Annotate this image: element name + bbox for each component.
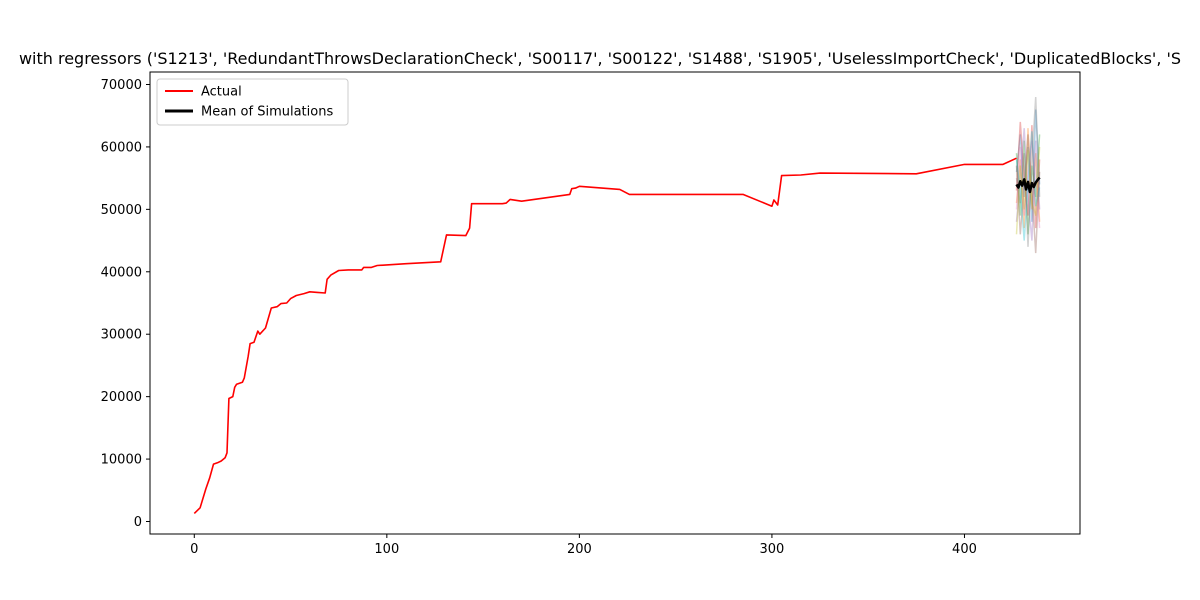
series-line-actual — [193, 157, 1017, 514]
x-tick-label-300: 300 — [760, 542, 785, 557]
series-layer — [193, 157, 1041, 514]
simulation-path-1 — [1015, 109, 1041, 222]
y-tick-label-40000: 40000 — [101, 265, 142, 280]
simulation-path-2 — [1015, 128, 1041, 229]
x-axis: 0 100 200 300 400 — [190, 534, 977, 557]
y-tick-label-10000: 10000 — [101, 453, 142, 468]
chart-title: with regressors ('S1213', 'RedundantThro… — [19, 49, 1181, 68]
y-tick-label-30000: 30000 — [101, 328, 142, 343]
legend: Actual Mean of Simulations — [156, 78, 349, 126]
y-axis: 0 10000 20000 30000 40000 50000 60000 70000 — [101, 78, 150, 530]
series-line-mean-of-simulations — [1015, 176, 1041, 194]
x-tick-label-400: 400 — [952, 542, 977, 557]
y-tick-label-60000: 60000 — [101, 140, 142, 155]
legend-box — [156, 78, 349, 126]
x-tick-label-200: 200 — [567, 542, 592, 557]
y-tick-label-50000: 50000 — [101, 203, 142, 218]
simulation-path-9 — [1015, 146, 1041, 235]
legend-label-actual: Actual — [201, 85, 242, 100]
plot-frame — [149, 71, 1081, 535]
simulation-path-5 — [1015, 128, 1041, 241]
x-tick-label-100: 100 — [374, 542, 399, 557]
legend-label-mean-of-simulations: Mean of Simulations — [201, 105, 333, 120]
y-tick-label-0: 0 — [134, 515, 142, 530]
simulation-path-7 — [1015, 140, 1041, 229]
simulation-path-6 — [1015, 134, 1041, 254]
simulation-band — [1015, 96, 1041, 254]
y-tick-label-70000: 70000 — [101, 78, 142, 93]
x-tick-label-0: 0 — [190, 542, 198, 557]
y-tick-label-20000: 20000 — [101, 390, 142, 405]
simulation-path-4 — [1015, 121, 1041, 229]
simulation-path-3 — [1015, 134, 1041, 235]
simulation-path-8 — [1015, 96, 1041, 247]
